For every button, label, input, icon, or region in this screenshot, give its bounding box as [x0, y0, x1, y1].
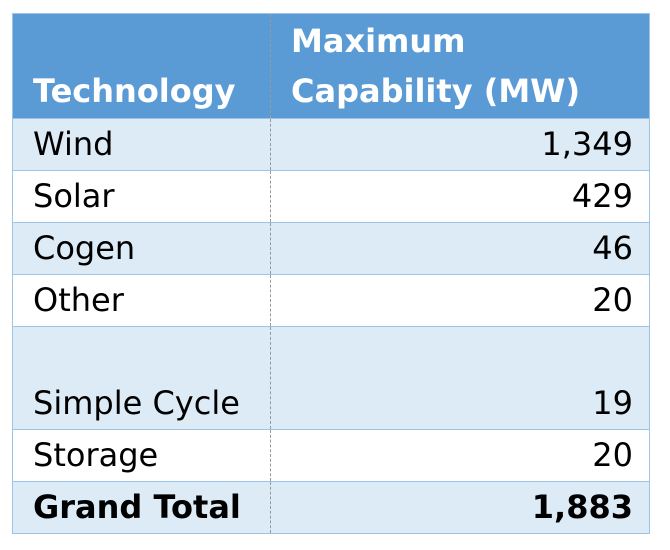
capability-cell: 19 [270, 326, 650, 430]
header-technology: Technology [12, 13, 271, 119]
technology-cell: Storage [12, 429, 271, 482]
technology-cell: Other [12, 274, 271, 327]
technology-cell: Cogen [12, 222, 271, 275]
capability-cell: 429 [270, 170, 650, 223]
table-row: Other 20 [12, 274, 650, 327]
table-row: Solar 429 [12, 170, 650, 223]
capability-table: Technology Maximum Capability (MW) Wind … [12, 13, 650, 534]
total-label: Grand Total [12, 481, 271, 534]
total-value: 1,883 [270, 481, 650, 534]
technology-cell: Simple Cycle [12, 326, 271, 430]
table-row: Wind 1,349 [12, 118, 650, 171]
header-capability: Maximum Capability (MW) [270, 13, 650, 119]
technology-cell: Solar [12, 170, 271, 223]
table-row: Storage 20 [12, 429, 650, 482]
technology-cell: Wind [12, 118, 271, 171]
capability-cell: 46 [270, 222, 650, 275]
capability-cell: 1,349 [270, 118, 650, 171]
capability-cell: 20 [270, 429, 650, 482]
header-row: Technology Maximum Capability (MW) [12, 13, 650, 119]
capability-cell: 20 [270, 274, 650, 327]
table-row: Cogen 46 [12, 222, 650, 275]
total-row: Grand Total 1,883 [12, 481, 650, 534]
table-row: Simple Cycle 19 [12, 326, 650, 430]
